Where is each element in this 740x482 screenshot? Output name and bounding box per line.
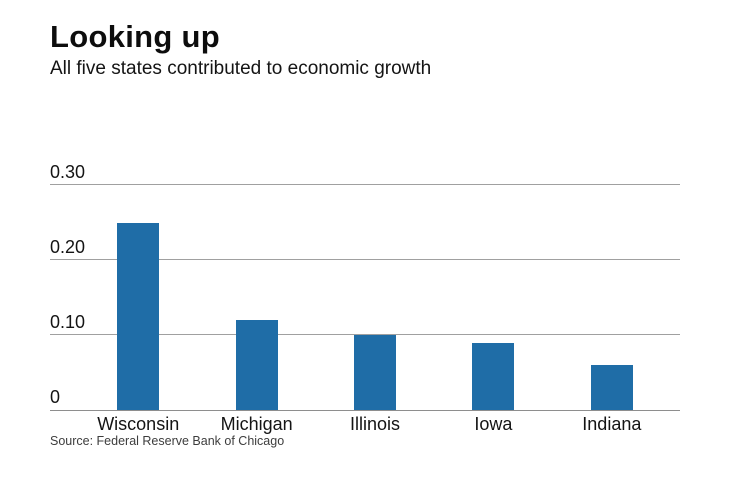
bar-indiana xyxy=(590,365,633,410)
bar-slot xyxy=(79,185,197,410)
bar-slot xyxy=(197,185,315,410)
x-axis-labels: Wisconsin Michigan Illinois Iowa Indiana xyxy=(79,414,671,434)
chart-title: Looking up xyxy=(50,19,221,54)
y-axis-tick-label: 0.20 xyxy=(50,237,86,257)
bar-illinois xyxy=(354,335,397,410)
y-axis-tick-label: 0.10 xyxy=(50,312,86,332)
bars-row xyxy=(79,185,671,410)
x-axis-label-michigan: Michigan xyxy=(220,414,293,434)
plot-area: 0 0.10 0.20 0.30 xyxy=(50,163,680,411)
x-axis-label-wisconsin: Wisconsin xyxy=(97,414,180,434)
source-note: Source: Federal Reserve Bank of Chicago xyxy=(50,434,285,448)
gridline xyxy=(50,184,680,185)
bar-slot xyxy=(553,185,671,410)
gridline xyxy=(50,334,680,335)
y-axis-tick-label: 0 xyxy=(50,387,61,407)
y-axis-tick-label: 0.30 xyxy=(50,162,86,182)
bar-wisconsin xyxy=(117,222,160,410)
bar-slot xyxy=(434,185,552,410)
x-axis-label-illinois: Illinois xyxy=(350,414,401,434)
x-axis-label-indiana: Indiana xyxy=(582,414,642,434)
bar-iowa xyxy=(472,342,515,410)
gridline xyxy=(50,259,680,260)
bar-michigan xyxy=(235,320,278,410)
x-axis-label-iowa: Iowa xyxy=(474,414,513,434)
chart-subtitle: All five states contributed to economic … xyxy=(50,58,432,79)
bar-slot xyxy=(316,185,434,410)
